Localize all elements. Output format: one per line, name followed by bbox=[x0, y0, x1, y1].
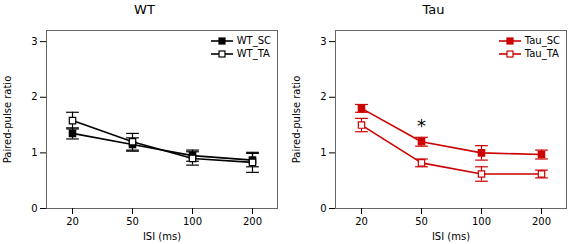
svg-text:0: 0 bbox=[31, 203, 37, 214]
html-text:WT: WT bbox=[134, 2, 155, 17]
svg-text:50: 50 bbox=[415, 216, 428, 227]
html-text:WT_SC: WT_SC bbox=[236, 35, 271, 46]
svg-text:*: * bbox=[417, 115, 426, 136]
svg-text:ISI (ms): ISI (ms) bbox=[432, 231, 470, 242]
svg-text:3: 3 bbox=[320, 36, 326, 47]
svg-text:Paired-pulse ratio: Paired-pulse ratio bbox=[2, 76, 13, 164]
svg-text:200: 200 bbox=[532, 216, 551, 227]
html-text:Tau_SC: Tau_SC bbox=[524, 35, 560, 46]
svg-text:200: 200 bbox=[243, 216, 262, 227]
svg-text:50: 50 bbox=[126, 216, 139, 227]
svg-text:100: 100 bbox=[183, 216, 202, 227]
svg-text:ISI (ms): ISI (ms) bbox=[143, 231, 181, 242]
html-text:Tau: Tau bbox=[422, 2, 445, 17]
svg-text:2: 2 bbox=[31, 91, 37, 102]
svg-text:0: 0 bbox=[320, 203, 326, 214]
svg-text:1: 1 bbox=[320, 147, 326, 158]
svg-text:20: 20 bbox=[355, 216, 368, 227]
svg-text:Paired-pulse ratio: Paired-pulse ratio bbox=[291, 76, 302, 164]
html-text:WT_TA: WT_TA bbox=[236, 48, 270, 59]
svg-text:20: 20 bbox=[66, 216, 79, 227]
svg-text:100: 100 bbox=[472, 216, 491, 227]
html-text:Tau_TA: Tau_TA bbox=[524, 48, 559, 59]
svg-text:2: 2 bbox=[320, 91, 326, 102]
svg-text:1: 1 bbox=[31, 147, 37, 158]
svg-text:3: 3 bbox=[31, 36, 37, 47]
